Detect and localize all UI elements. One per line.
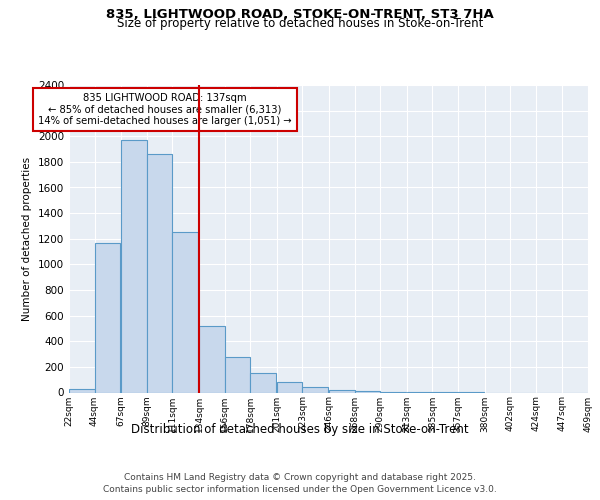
Y-axis label: Number of detached properties: Number of detached properties [22,156,32,321]
Bar [224,358,250,392]
Bar [277,382,302,392]
Bar [69,388,95,392]
Text: 835 LIGHTWOOD ROAD: 137sqm
← 85% of detached houses are smaller (6,313)
14% of s: 835 LIGHTWOOD ROAD: 137sqm ← 85% of deta… [38,92,292,126]
Text: Size of property relative to detached houses in Stoke-on-Trent: Size of property relative to detached ho… [117,18,483,30]
Bar [302,388,328,392]
Bar [199,326,224,392]
Bar [95,242,120,392]
Bar [147,154,172,392]
Text: Contains HM Land Registry data © Crown copyright and database right 2025.: Contains HM Land Registry data © Crown c… [124,472,476,482]
Text: Distribution of detached houses by size in Stoke-on-Trent: Distribution of detached houses by size … [131,422,469,436]
Bar [250,374,275,392]
Bar [329,390,355,392]
Text: 835, LIGHTWOOD ROAD, STOKE-ON-TRENT, ST3 7HA: 835, LIGHTWOOD ROAD, STOKE-ON-TRENT, ST3… [106,8,494,20]
Bar [121,140,147,392]
Text: Contains public sector information licensed under the Open Government Licence v3: Contains public sector information licen… [103,485,497,494]
Bar [172,232,198,392]
